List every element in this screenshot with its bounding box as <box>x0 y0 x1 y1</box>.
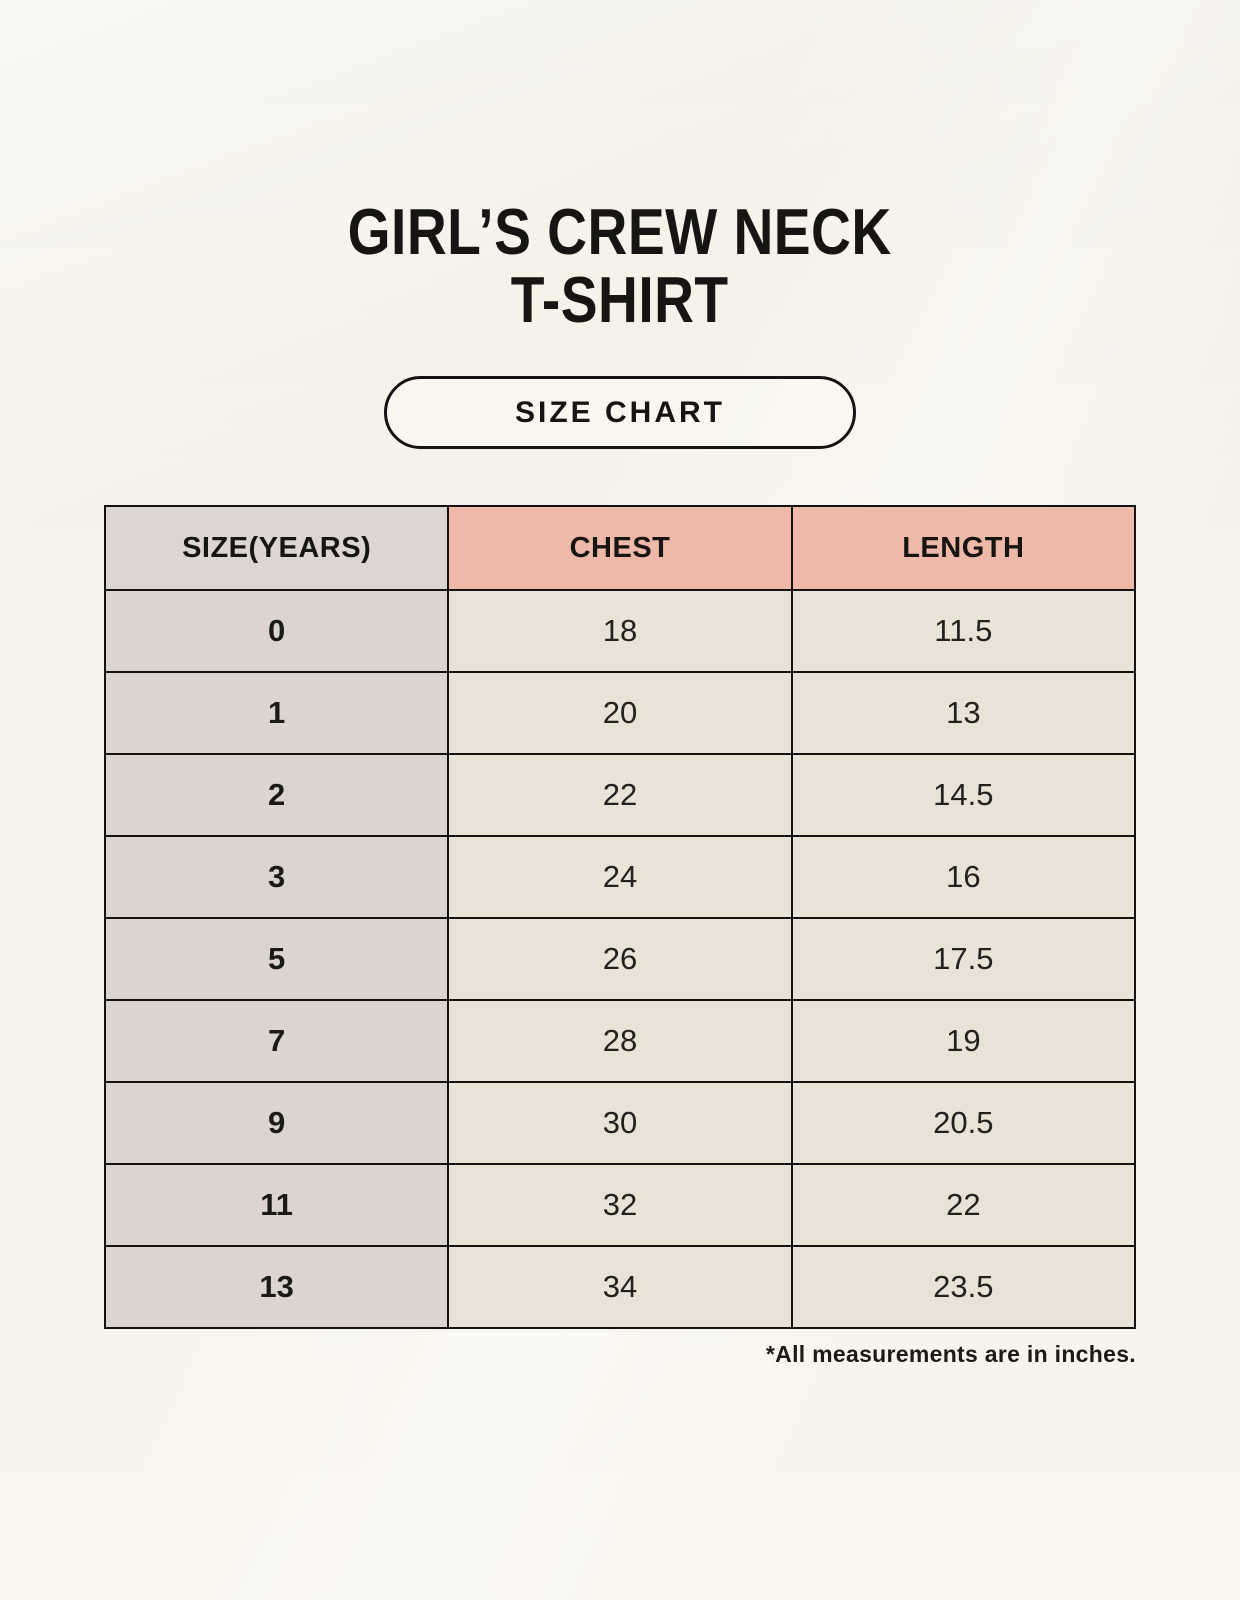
chest-cell: 20 <box>447 671 793 755</box>
size-cell: 1 <box>103 671 450 755</box>
table-row: 0 18 11.5 <box>103 589 1137 673</box>
chest-cell: 22 <box>447 753 793 837</box>
table-row: 9 30 20.5 <box>103 1081 1137 1165</box>
column-header-length: LENGTH <box>790 505 1137 591</box>
length-cell: 16 <box>790 835 1137 919</box>
table-row: 1 20 13 <box>103 671 1137 755</box>
size-chart-table-wrapper: SIZE(YEARS) CHEST LENGTH 0 18 11.5 1 20 13 2 22… <box>103 505 1137 1368</box>
chest-cell: 24 <box>447 835 793 919</box>
length-cell: 20.5 <box>790 1081 1137 1165</box>
size-cell: 5 <box>103 917 450 1001</box>
length-cell: 19 <box>790 999 1137 1083</box>
size-cell: 2 <box>103 753 450 837</box>
page-title-line1: GIRL’S CREW NECK <box>347 195 893 269</box>
length-cell: 22 <box>790 1163 1137 1247</box>
column-header-chest: CHEST <box>447 505 793 591</box>
size-chart-badge: SIZE CHART <box>384 376 856 449</box>
table-row: 3 24 16 <box>103 835 1137 919</box>
size-cell: 13 <box>103 1245 450 1329</box>
table-row: 2 22 14.5 <box>103 753 1137 837</box>
table-row: 11 32 22 <box>103 1163 1137 1247</box>
length-cell: 14.5 <box>790 753 1137 837</box>
chest-cell: 32 <box>447 1163 793 1247</box>
size-cell: 0 <box>103 589 450 673</box>
table-header-row: SIZE(YEARS) CHEST LENGTH <box>103 505 1137 591</box>
length-cell: 17.5 <box>790 917 1137 1001</box>
length-cell: 23.5 <box>790 1245 1137 1329</box>
size-cell: 11 <box>103 1163 450 1247</box>
table-row: 13 34 23.5 <box>103 1245 1137 1329</box>
chest-cell: 18 <box>447 589 793 673</box>
size-chart-badge-label: SIZE CHART <box>515 395 725 429</box>
page-title: GIRL’S CREW NECK T-SHIRT <box>348 198 892 334</box>
chest-cell: 28 <box>447 999 793 1083</box>
page-title-line2: T-SHIRT <box>511 263 729 337</box>
table-body: 0 18 11.5 1 20 13 2 22 14.5 3 24 16 5 26 17.5 7 28 19 9 30 2… <box>103 589 1137 1329</box>
table-row: 7 28 19 <box>103 999 1137 1083</box>
length-cell: 13 <box>790 671 1137 755</box>
table-row: 5 26 17.5 <box>103 917 1137 1001</box>
column-header-size: SIZE(YEARS) <box>103 505 450 591</box>
table-header: SIZE(YEARS) CHEST LENGTH <box>103 505 1137 591</box>
chest-cell: 26 <box>447 917 793 1001</box>
size-chart-table: SIZE(YEARS) CHEST LENGTH 0 18 11.5 1 20 13 2 22… <box>103 505 1137 1329</box>
chest-cell: 30 <box>447 1081 793 1165</box>
size-cell: 3 <box>103 835 450 919</box>
length-cell: 11.5 <box>790 589 1137 673</box>
measurements-footnote: *All measurements are in inches. <box>765 1341 1136 1367</box>
size-cell: 7 <box>103 999 450 1083</box>
chest-cell: 34 <box>447 1245 793 1329</box>
size-cell: 9 <box>103 1081 450 1165</box>
